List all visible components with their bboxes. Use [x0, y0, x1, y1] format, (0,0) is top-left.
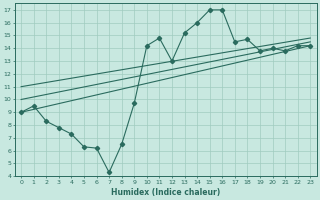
- X-axis label: Humidex (Indice chaleur): Humidex (Indice chaleur): [111, 188, 220, 197]
